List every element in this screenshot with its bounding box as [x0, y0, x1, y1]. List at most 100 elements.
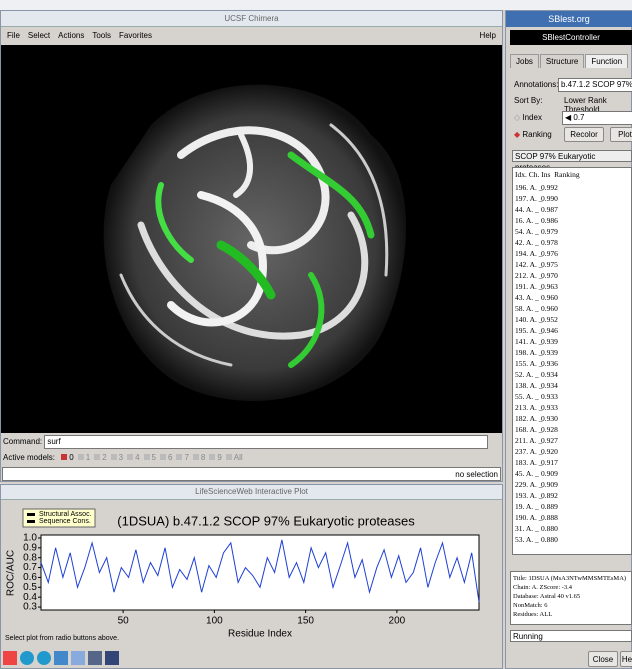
row-score: 0.933: [541, 402, 558, 413]
row-score: 0.960: [541, 292, 558, 303]
models-row: Active models: 0123456789All: [1, 451, 502, 465]
row[interactable]: 190. A. _0.888: [515, 512, 631, 523]
menu-item[interactable]: Help: [480, 28, 496, 44]
row[interactable]: 55. A. _0.933: [515, 391, 631, 402]
row-score: 0.975: [541, 259, 558, 270]
row-index: 16. A. _: [515, 216, 539, 225]
row[interactable]: 53. A. _0.880: [515, 534, 631, 545]
row-index: 142. A. _: [515, 260, 543, 269]
row[interactable]: 212. A. _0.970: [515, 270, 631, 281]
row[interactable]: 211. A. _0.927: [515, 435, 631, 446]
row[interactable]: 237. A. _0.920: [515, 446, 631, 457]
menu-item[interactable]: Actions: [58, 31, 84, 40]
row-score: 0.880: [541, 523, 558, 534]
row[interactable]: 43. A. _0.960: [515, 292, 631, 303]
row-score: 0.927: [541, 435, 558, 446]
row-index: 155. A. _: [515, 359, 543, 368]
model-checkbox[interactable]: [144, 454, 150, 460]
row[interactable]: 54. A. _0.979: [515, 226, 631, 237]
row[interactable]: 58. A. _0.960: [515, 303, 631, 314]
row[interactable]: 229. A. _0.909: [515, 479, 631, 490]
row-score: 0.928: [541, 424, 558, 435]
row-index: 19. A. _: [515, 502, 539, 511]
row-index: 229. A. _: [515, 480, 543, 489]
models-label: Active models:: [3, 453, 55, 462]
row-score: 0.934: [541, 369, 558, 380]
row[interactable]: 197. A. _0.990: [515, 193, 631, 204]
row-score: 0.909: [541, 468, 558, 479]
row[interactable]: 195. A. _0.946: [515, 325, 631, 336]
ranking-radio[interactable]: Ranking: [522, 130, 551, 139]
row[interactable]: 182. A. _0.930: [515, 413, 631, 424]
model-checkbox[interactable]: [160, 454, 166, 460]
row-index: 190. A. _: [515, 513, 543, 522]
row[interactable]: 44. A. _0.987: [515, 204, 631, 215]
model-checkbox[interactable]: [176, 454, 182, 460]
row[interactable]: 194. A. _0.976: [515, 248, 631, 259]
model-checkbox[interactable]: [61, 454, 67, 460]
model-checkbox[interactable]: [209, 454, 215, 460]
row[interactable]: 155. A. _0.936: [515, 358, 631, 369]
model-checkbox[interactable]: [127, 454, 133, 460]
command-field[interactable]: surf: [44, 435, 488, 449]
row[interactable]: 193. A. _0.892: [515, 490, 631, 501]
row[interactable]: 141. A. _0.939: [515, 336, 631, 347]
row[interactable]: 42. A. _0.978: [515, 237, 631, 248]
model-checkbox[interactable]: [226, 454, 232, 460]
model-label: 8: [201, 453, 205, 462]
row-score: 0.939: [541, 347, 558, 358]
x-axis-label: Residue Index: [228, 629, 292, 640]
config-button[interactable]: [88, 651, 102, 665]
menu-item[interactable]: Tools: [92, 31, 111, 40]
menu-item[interactable]: Select: [28, 31, 50, 40]
menu-bar: File Select Actions Tools Favorites Help: [1, 28, 502, 44]
row[interactable]: 183. A. _0.917: [515, 457, 631, 468]
plot-button[interactable]: Plot: [610, 127, 632, 142]
forward-button[interactable]: [37, 651, 51, 665]
window-title: SBlest.org: [548, 14, 590, 24]
row[interactable]: 213. A. _0.933: [515, 402, 631, 413]
save-button[interactable]: [105, 651, 119, 665]
back-button[interactable]: [20, 651, 34, 665]
tab[interactable]: Function: [585, 54, 628, 68]
row[interactable]: 196. A. _0.992: [515, 182, 631, 193]
hint: Select plot from radio buttons above.: [5, 635, 119, 642]
threshold-field[interactable]: ◀ 0.7: [562, 111, 632, 125]
row[interactable]: 52. A. _0.934: [515, 369, 631, 380]
row[interactable]: 19. A. _0.889: [515, 501, 631, 512]
row[interactable]: 198. A. _0.939: [515, 347, 631, 358]
model-checkbox[interactable]: [94, 454, 100, 460]
model-checkbox[interactable]: [78, 454, 84, 460]
row[interactable]: 31. A. _0.880: [515, 523, 631, 534]
info-box: Title: 1DSUA (MsA3NTwMMSMTEsMA)Chain: A.…: [510, 571, 632, 625]
row[interactable]: 140. A. _0.952: [515, 314, 631, 325]
command-row: Command: surf: [1, 434, 502, 450]
zoom-button[interactable]: [71, 651, 85, 665]
row-score: 0.976: [541, 248, 558, 259]
controller-bar: SBlestController: [510, 30, 632, 45]
legend-swatch: [27, 513, 35, 516]
row[interactable]: 138. A. _0.934: [515, 380, 631, 391]
menu-item[interactable]: Favorites: [119, 31, 152, 40]
model-checkbox[interactable]: [193, 454, 199, 460]
row[interactable]: 142. A. _0.975: [515, 259, 631, 270]
help-button[interactable]: He: [620, 651, 632, 667]
recolor-button[interactable]: Recolor: [564, 127, 604, 142]
tab[interactable]: Jobs: [510, 54, 539, 68]
row[interactable]: 45. A. _0.909: [515, 468, 631, 479]
row[interactable]: 168. A. _0.928: [515, 424, 631, 435]
menu-item[interactable]: File: [7, 31, 20, 40]
close-button[interactable]: Close: [588, 651, 618, 667]
annotations-field[interactable]: b.47.1.2 SCOP 97% Eu: [558, 78, 632, 92]
selection-field[interactable]: SCOP 97% Eukaryotic proteases: [512, 150, 632, 162]
model-label: 4: [135, 453, 139, 462]
index-radio[interactable]: Index: [522, 113, 542, 122]
model-checkbox[interactable]: [111, 454, 117, 460]
pan-button[interactable]: [54, 651, 68, 665]
tab[interactable]: Structure: [540, 54, 584, 68]
home-button[interactable]: [3, 651, 17, 665]
model-label: 5: [152, 453, 156, 462]
row[interactable]: 16. A. _0.986: [515, 215, 631, 226]
row[interactable]: 191. A. _0.963: [515, 281, 631, 292]
